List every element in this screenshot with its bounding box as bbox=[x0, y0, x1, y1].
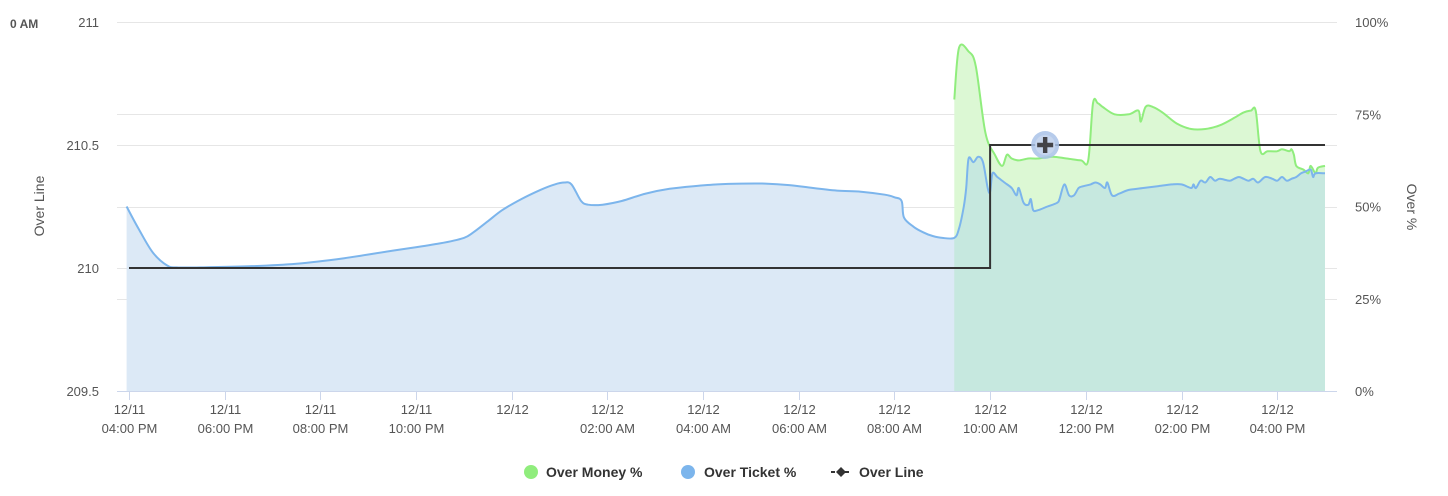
x-tick-label-date: 12/11 bbox=[210, 402, 242, 417]
axes: 209.5 210 210.5 211 0% 25% 50% 75% 100% 12/11 04:0… bbox=[66, 15, 1388, 436]
y-right-tick-label: 0% bbox=[1355, 384, 1374, 399]
corner-label: 0 AM bbox=[10, 17, 38, 31]
x-tick-label-time: 10:00 PM bbox=[389, 421, 445, 436]
x-tick-label-date: 12/12 bbox=[974, 402, 1007, 417]
legend-item-over-line[interactable]: Over Line bbox=[831, 464, 924, 480]
over-line-step bbox=[129, 144, 1325, 269]
x-tick-label-time: 12:00 PM bbox=[1059, 421, 1115, 436]
x-tick-label-time: 02:00 PM bbox=[1155, 421, 1211, 436]
legend-line-marker bbox=[836, 467, 846, 477]
legend-item-over-money[interactable]: Over Money % bbox=[524, 464, 643, 480]
y-right-tick-label: 100% bbox=[1355, 15, 1389, 30]
y-left-tick-label: 211 bbox=[78, 15, 99, 30]
y-right-tick-label: 50% bbox=[1355, 200, 1381, 215]
y-left-tick-label: 210.5 bbox=[66, 138, 99, 153]
y-right-tick-label: 25% bbox=[1355, 292, 1381, 307]
legend-item-over-ticket[interactable]: Over Ticket % bbox=[681, 464, 797, 480]
x-tick-label-date: 12/11 bbox=[114, 402, 146, 417]
y-left-tick-label: 210 bbox=[77, 261, 99, 276]
y-left-axis-title: Over Line bbox=[31, 175, 47, 236]
legend-ticket-swatch bbox=[681, 465, 695, 479]
x-tick-label-time: 04:00 PM bbox=[1250, 421, 1306, 436]
marker-layer bbox=[1031, 131, 1060, 159]
x-tick-label-date: 12/12 bbox=[783, 402, 816, 417]
over-ticket-line bbox=[125, 155, 1326, 269]
x-tick-label-time: 02:00 AM bbox=[580, 421, 635, 436]
y-right-tick-label: 75% bbox=[1355, 107, 1381, 122]
legend-money-label: Over Money % bbox=[546, 464, 643, 480]
x-tick-label-time: 04:00 AM bbox=[676, 421, 731, 436]
x-tick-label-date: 12/12 bbox=[1166, 402, 1199, 417]
x-tick-label-date: 12/12 bbox=[1070, 402, 1103, 417]
legend-money-swatch bbox=[524, 465, 538, 479]
legend-ticket-label: Over Ticket % bbox=[704, 464, 797, 480]
x-tick-label-date: 12/12 bbox=[687, 402, 720, 417]
x-tick-label-date: 12/12 bbox=[591, 402, 624, 417]
legend-line-label: Over Line bbox=[859, 464, 924, 480]
hover-marker-plus bbox=[1037, 137, 1054, 153]
x-tick-label-time: 06:00 AM bbox=[772, 421, 827, 436]
y-left-tick-label: 209.5 bbox=[66, 384, 99, 399]
x-tick-label-date: 12/11 bbox=[305, 402, 337, 417]
legend: Over Money % Over Ticket % Over Line bbox=[524, 464, 924, 480]
area-series bbox=[126, 44, 1326, 392]
x-tick-label-time: 04:00 PM bbox=[102, 421, 158, 436]
x-tick-label-time: 08:00 AM bbox=[867, 421, 922, 436]
line-series bbox=[125, 43, 1326, 269]
overlap-area bbox=[954, 156, 1325, 391]
x-tick-label-date: 12/12 bbox=[1261, 402, 1294, 417]
x-tick-label-time: 06:00 PM bbox=[198, 421, 254, 436]
x-tick-label-date: 12/11 bbox=[401, 402, 433, 417]
x-tick-label-date: 12/12 bbox=[878, 402, 911, 417]
y-right-axis-title: Over % bbox=[1404, 184, 1420, 231]
x-tick-label-time: 10:00 AM bbox=[963, 421, 1018, 436]
over-money-line bbox=[953, 43, 1326, 175]
x-tick-label-time: 08:00 PM bbox=[293, 421, 349, 436]
x-tick-label-date: 12/12 bbox=[496, 402, 529, 417]
